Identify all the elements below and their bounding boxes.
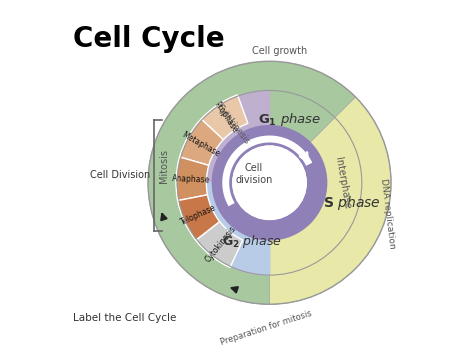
Wedge shape (180, 119, 223, 165)
Text: Metaphase: Metaphase (181, 130, 222, 158)
Text: Preparation for mitosis: Preparation for mitosis (219, 308, 313, 346)
Wedge shape (196, 222, 243, 268)
Text: $\mathbf{S}$ phase: $\mathbf{S}$ phase (323, 194, 381, 212)
Text: $\mathbf{G_2}$ phase: $\mathbf{G_2}$ phase (222, 233, 283, 250)
Circle shape (219, 132, 320, 234)
Text: Label the Cell Cycle: Label the Cell Cycle (73, 313, 176, 323)
Wedge shape (148, 61, 356, 304)
Text: Cell growth: Cell growth (252, 46, 308, 56)
Text: Interphase: Interphase (333, 156, 352, 209)
Text: Cell
division: Cell division (236, 163, 273, 185)
Circle shape (233, 146, 306, 219)
Text: Cell Cycle: Cell Cycle (73, 25, 224, 53)
Text: DNA replication: DNA replication (379, 178, 396, 249)
Text: Cytokinesis: Cytokinesis (203, 224, 238, 264)
Text: Mitosis: Mitosis (159, 149, 169, 183)
Wedge shape (177, 183, 270, 275)
Text: Prophase: Prophase (213, 100, 240, 135)
Wedge shape (177, 91, 270, 275)
Text: $\mathbf{G_1}$ phase: $\mathbf{G_1}$ phase (258, 111, 322, 128)
Text: Telophase: Telophase (179, 203, 218, 227)
Wedge shape (176, 157, 209, 201)
Circle shape (233, 146, 306, 219)
Circle shape (148, 61, 391, 304)
Text: Cytokinesis: Cytokinesis (215, 103, 252, 146)
Wedge shape (201, 95, 248, 140)
Text: Anaphase: Anaphase (172, 174, 210, 185)
Wedge shape (270, 97, 391, 304)
Wedge shape (178, 195, 220, 240)
Text: Cell Division: Cell Division (90, 170, 150, 180)
